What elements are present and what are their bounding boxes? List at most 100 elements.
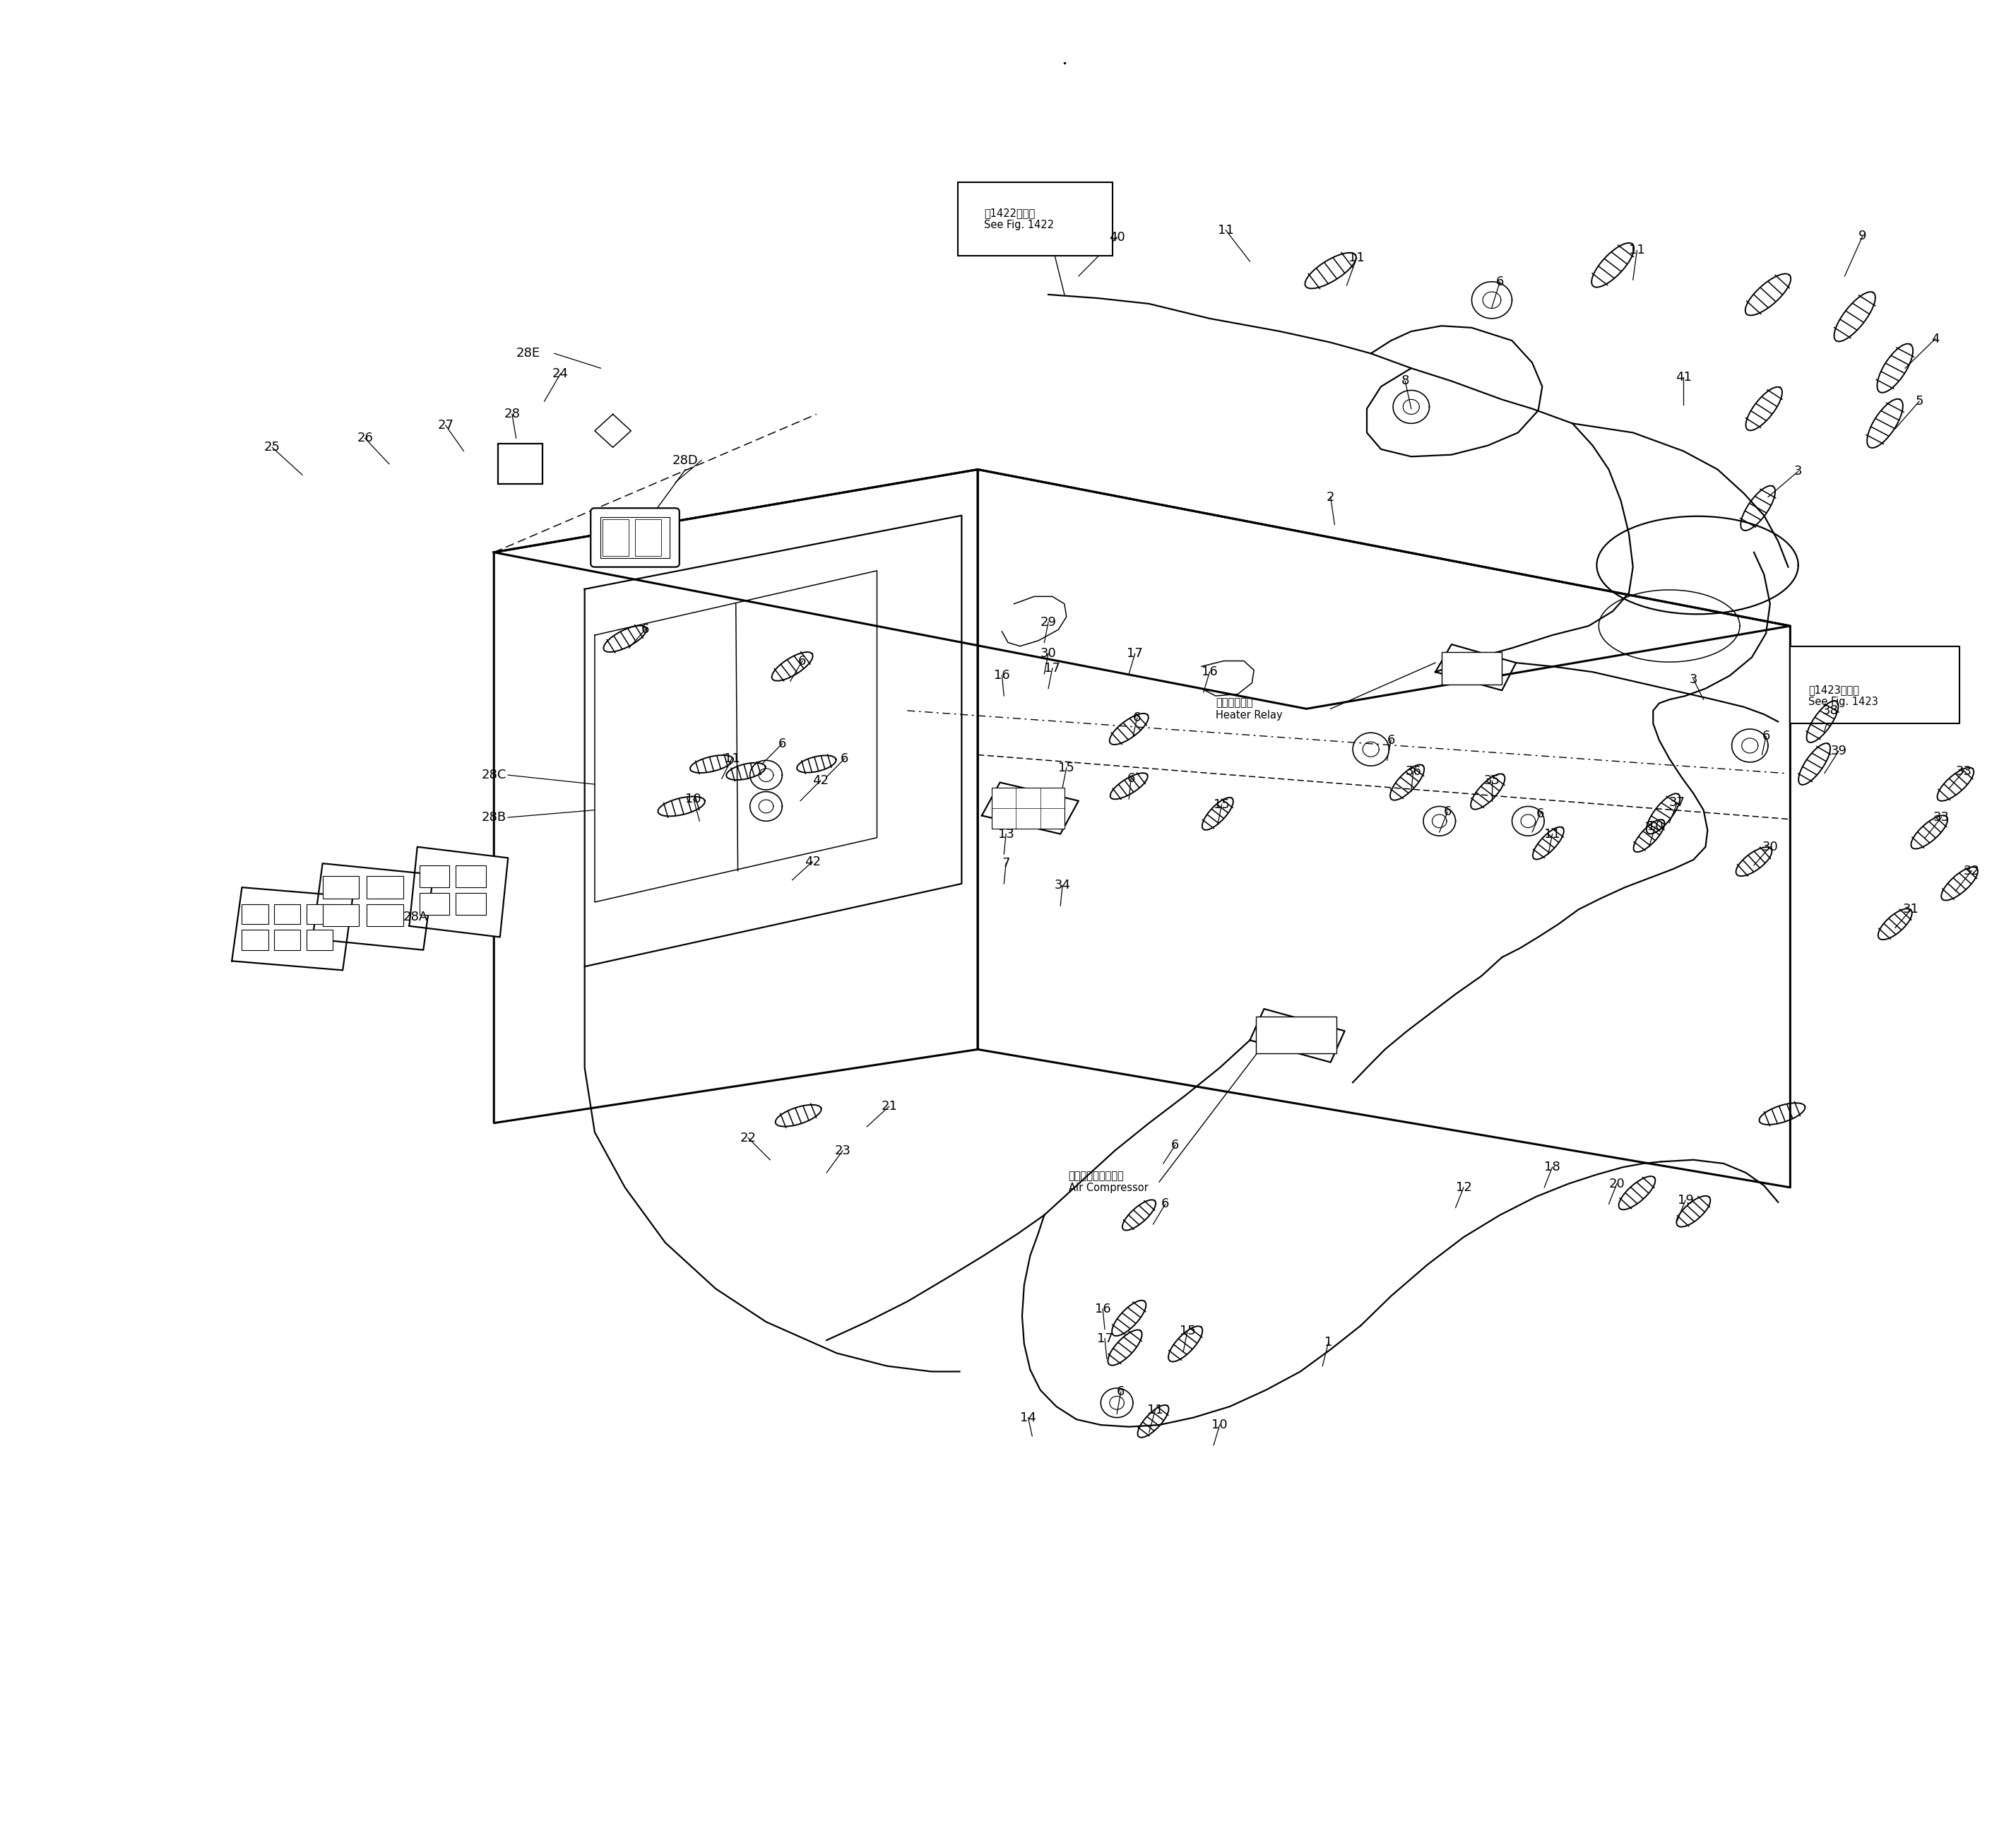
Text: 3: 3	[1689, 674, 1697, 685]
Bar	[601, 517, 669, 558]
Text: 6: 6	[778, 738, 786, 749]
Text: 6: 6	[841, 753, 849, 764]
Text: 22: 22	[740, 1132, 756, 1143]
Text: 15: 15	[1179, 1326, 1195, 1337]
Bar	[367, 876, 403, 898]
Bar	[242, 904, 268, 924]
Text: エアーコンプレッサ
Air Compressor: エアーコンプレッサ Air Compressor	[1068, 1171, 1149, 1193]
Text: 38: 38	[1822, 705, 1839, 716]
Text: 25: 25	[264, 442, 280, 453]
Text: 21: 21	[881, 1101, 897, 1112]
Text: 23: 23	[835, 1145, 851, 1156]
Text: 11: 11	[1349, 252, 1365, 263]
Text: 6: 6	[1127, 773, 1135, 784]
Text: 6: 6	[1387, 735, 1395, 746]
Text: 6: 6	[1443, 806, 1452, 817]
Text: 2: 2	[1327, 492, 1335, 503]
Text: 16: 16	[994, 670, 1010, 681]
Bar	[274, 904, 300, 924]
Text: 42: 42	[812, 775, 829, 786]
Text: 31: 31	[1903, 904, 1919, 915]
Text: 11: 11	[1544, 828, 1560, 839]
Bar	[306, 930, 333, 950]
Text: 14: 14	[1020, 1412, 1036, 1423]
Text: 6: 6	[1117, 1386, 1125, 1397]
Text: 9: 9	[1859, 230, 1867, 241]
Bar	[635, 519, 661, 556]
Text: 12: 12	[1456, 1182, 1472, 1193]
Text: 10: 10	[1647, 821, 1663, 832]
Text: 28E: 28E	[516, 348, 540, 359]
Text: 13: 13	[998, 828, 1014, 839]
Text: 8: 8	[1401, 376, 1409, 387]
Text: 11: 11	[1218, 225, 1234, 236]
Text: 28C: 28C	[482, 770, 506, 781]
Text: 32: 32	[1964, 865, 1980, 876]
Text: 6: 6	[641, 624, 649, 635]
Text: 33: 33	[1956, 766, 1972, 777]
Text: 28B: 28B	[482, 812, 506, 823]
Bar	[498, 444, 542, 484]
Text: 4: 4	[1931, 333, 1939, 344]
Bar	[367, 904, 403, 926]
Polygon shape	[409, 847, 508, 937]
Text: 17: 17	[1044, 663, 1060, 674]
Polygon shape	[232, 887, 353, 970]
Text: 33: 33	[1933, 812, 1949, 823]
Bar	[1441, 652, 1502, 685]
Polygon shape	[312, 863, 433, 950]
Text: 16: 16	[1095, 1303, 1111, 1314]
Text: 28D: 28D	[673, 455, 698, 466]
FancyBboxPatch shape	[1790, 646, 1960, 724]
Text: 第1422図参照
See Fig. 1422: 第1422図参照 See Fig. 1422	[984, 208, 1054, 230]
Text: 35: 35	[1484, 775, 1500, 786]
Text: 11: 11	[1147, 1405, 1163, 1416]
Text: 24: 24	[552, 368, 569, 379]
Polygon shape	[595, 414, 631, 447]
Text: 42: 42	[804, 856, 821, 867]
Text: 6: 6	[1536, 808, 1544, 819]
Text: 6: 6	[1496, 276, 1504, 287]
Text: 39: 39	[1831, 746, 1847, 757]
FancyBboxPatch shape	[958, 182, 1113, 256]
Text: 16: 16	[1202, 666, 1218, 677]
Text: 第1423図参照
See Fig. 1423: 第1423図参照 See Fig. 1423	[1808, 685, 1879, 707]
Bar	[242, 930, 268, 950]
Bar	[992, 788, 1064, 828]
Bar	[603, 519, 629, 556]
Text: 11: 11	[1629, 245, 1645, 256]
Text: 37: 37	[1669, 797, 1685, 808]
Text: 28A: 28A	[403, 911, 427, 922]
Text: ヒータリレー
Heater Relay: ヒータリレー Heater Relay	[1216, 698, 1282, 720]
Text: 40: 40	[1109, 232, 1125, 243]
Text: 3: 3	[1794, 466, 1802, 477]
Text: 19: 19	[1677, 1195, 1693, 1206]
Text: 6: 6	[1161, 1198, 1169, 1210]
Text: 10: 10	[1212, 1419, 1228, 1430]
Text: 17: 17	[1097, 1333, 1113, 1344]
Text: 6: 6	[798, 655, 806, 666]
Text: 1: 1	[1325, 1337, 1333, 1348]
Text: 7: 7	[1002, 858, 1010, 869]
Text: 26: 26	[357, 433, 373, 444]
Bar	[306, 904, 333, 924]
FancyBboxPatch shape	[591, 508, 679, 567]
Text: 41: 41	[1675, 372, 1691, 383]
Text: 30: 30	[1040, 648, 1056, 659]
Text: 28: 28	[504, 409, 520, 420]
Text: 17: 17	[1127, 648, 1143, 659]
Text: 30: 30	[1762, 841, 1778, 852]
Text: 29: 29	[1040, 617, 1056, 628]
Bar	[323, 904, 359, 926]
Bar	[419, 893, 450, 915]
Text: 6: 6	[1133, 712, 1141, 724]
Text: 15: 15	[1214, 799, 1230, 810]
Bar	[419, 865, 450, 887]
Text: 36: 36	[1405, 766, 1421, 777]
Text: 5: 5	[1915, 396, 1923, 407]
Text: 15: 15	[1058, 762, 1075, 773]
Bar	[456, 893, 486, 915]
Text: 20: 20	[1609, 1178, 1625, 1189]
Text: 18: 18	[1544, 1162, 1560, 1173]
Text: 6: 6	[1762, 731, 1770, 742]
